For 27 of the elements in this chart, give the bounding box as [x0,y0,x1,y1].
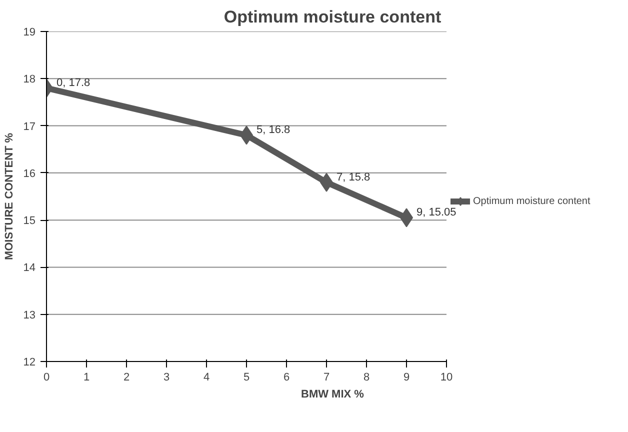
legend-label: Optimum moisture content [473,196,590,206]
y-tick-label: 19 [23,26,36,38]
x-tick-label: 4 [203,372,210,384]
x-tick-label: 7 [323,372,330,384]
y-tick-label: 14 [23,262,36,274]
y-tick-label: 12 [23,356,36,368]
data-label: 0, 17.8 [56,77,90,90]
x-tick-label: 1 [83,372,90,384]
data-label: 7, 15.8 [336,171,370,184]
y-tick-label: 13 [23,309,36,322]
y-tick-label: 16 [23,168,36,180]
data-label: 5, 16.8 [256,124,290,136]
y-tick-label: 18 [23,74,36,86]
y-tick-label: 15 [23,215,36,228]
x-tick-label: 3 [163,372,170,384]
y-tick-label: 17 [23,120,36,133]
x-tick-label: 9 [403,372,410,384]
x-tick-label: 10 [440,372,453,384]
y-axis-title: MOISTURE CONTENT % [3,132,16,260]
x-tick-label: 6 [283,372,290,384]
x-tick-label: 0 [43,372,50,384]
x-axis-title: BMW MIX % [301,388,364,400]
x-tick-label: 2 [123,372,130,384]
chart-title: Optimum moisture content [224,8,442,26]
data-label: 9, 15.05 [416,206,456,219]
x-tick-label: 8 [363,372,370,384]
x-tick-label: 5 [243,372,250,384]
